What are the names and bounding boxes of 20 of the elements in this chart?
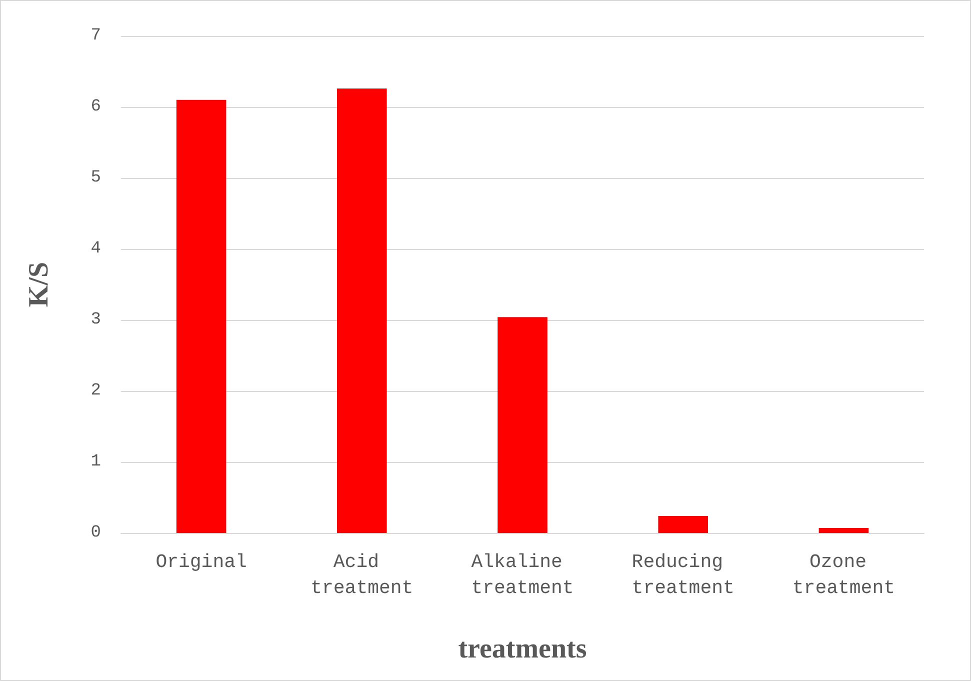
x-tick-label: Reducing treatment bbox=[632, 551, 734, 599]
y-tick-label: 7 bbox=[90, 26, 101, 46]
y-tick-label: 4 bbox=[90, 240, 101, 258]
bar bbox=[818, 528, 869, 533]
bar bbox=[176, 100, 226, 533]
x-tick-label: Ozone treatment bbox=[792, 551, 896, 599]
y-axis-title: K/S bbox=[24, 262, 54, 308]
bar bbox=[658, 516, 708, 533]
y-tick-label: 3 bbox=[90, 310, 101, 330]
bar bbox=[498, 317, 548, 533]
x-tick-label: Original bbox=[156, 551, 247, 573]
y-tick-label: 0 bbox=[90, 524, 101, 542]
x-tick-label: Alkaline treatment bbox=[471, 551, 574, 599]
bar bbox=[337, 88, 387, 533]
x-axis-title: treatments bbox=[458, 634, 587, 664]
y-tick-label: 6 bbox=[90, 98, 101, 116]
y-tick-label: 1 bbox=[90, 452, 101, 472]
y-tick-label: 2 bbox=[90, 382, 101, 400]
x-tick-label: Acid treatment bbox=[310, 551, 414, 599]
y-tick-label: 5 bbox=[90, 168, 101, 188]
